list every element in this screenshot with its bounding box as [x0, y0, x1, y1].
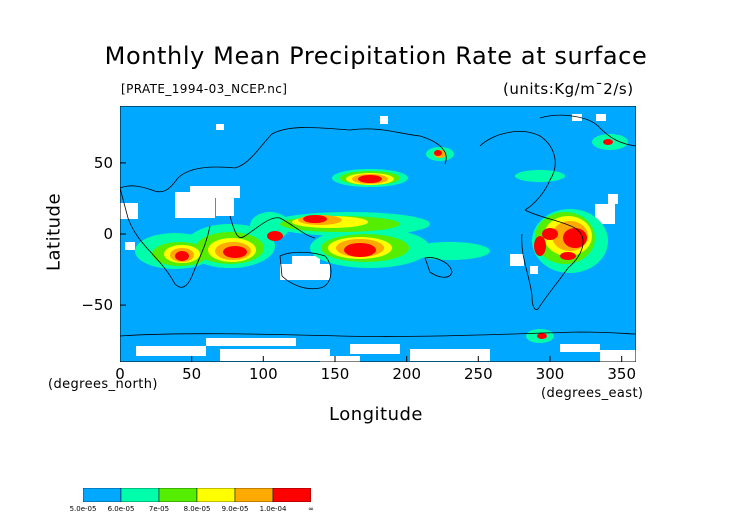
x-axis-label: Longitude [328, 404, 424, 425]
precip-field [135, 134, 628, 343]
colorbar-label: 9.0e-05 [221, 505, 249, 513]
x-tick-0: 0 [115, 365, 125, 383]
x-tick-300: 300 [535, 365, 565, 383]
map-title: Monthly Mean Precipitation Rate at surfa… [104, 42, 648, 70]
y-axis-unit: (degrees_north) [48, 377, 158, 392]
y-axis-label: Latitude [43, 192, 65, 272]
y-tick-minus50: −50 [81, 296, 113, 315]
x-tick-350: 350 [607, 365, 637, 383]
colorbar-cell [120, 488, 160, 502]
units-label: (units:Kg/m¯2/s) [503, 80, 634, 98]
coastlines [120, 114, 636, 337]
x-tick-150: 150 [320, 365, 350, 383]
x-tick-250: 250 [463, 365, 493, 383]
colorbar-label: 6.0e-05 [107, 505, 135, 513]
colorbar-label: 5.0e-05 [69, 505, 97, 513]
colorbar-label: 8.0e-05 [183, 505, 211, 513]
colorbar-cell [196, 488, 236, 502]
missing-data-blocks [120, 114, 636, 362]
x-tick-100: 100 [248, 365, 278, 383]
precipitation-map [120, 106, 636, 362]
x-tick-200: 200 [392, 365, 422, 383]
dataset-label: [PRATE_1994-03_NCEP.nc] [121, 82, 288, 96]
colorbar [83, 488, 311, 502]
x-tick-50: 50 [182, 365, 202, 383]
y-tick-0: 0 [103, 225, 113, 243]
y-tick-50: 50 [93, 153, 113, 172]
colorbar-cell [272, 488, 311, 502]
x-axis-unit: (degrees_east) [541, 386, 644, 401]
colorbar-cell [83, 488, 122, 502]
colorbar-label: 1.0e-04 [259, 505, 287, 513]
ticks [120, 162, 623, 362]
colorbar-cell [234, 488, 274, 502]
colorbar-label: 7e-05 [148, 505, 170, 513]
colorbar-cell [158, 488, 198, 502]
colorbar-label: ∞ [308, 505, 314, 513]
